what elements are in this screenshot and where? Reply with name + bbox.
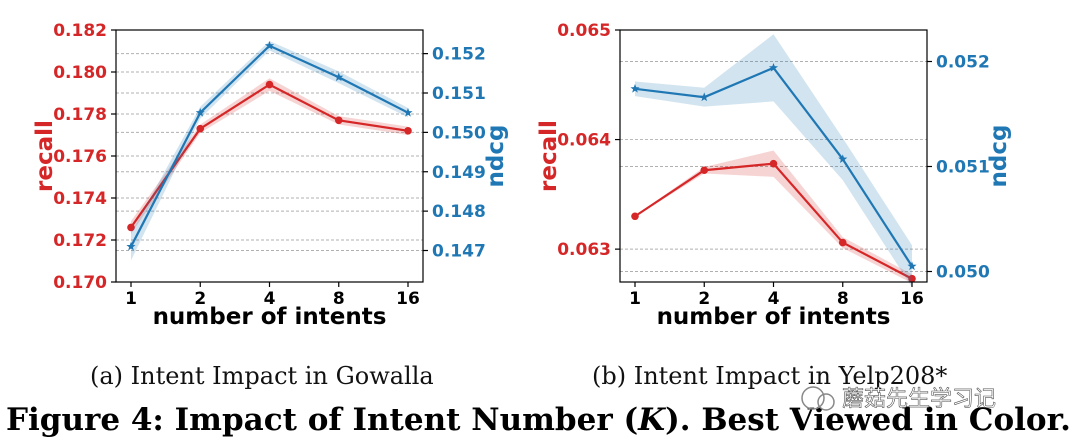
ytick-right-label-4: 0.151 — [432, 84, 486, 104]
point-ndcg-1 — [126, 241, 136, 251]
xtick-label-1: 2 — [194, 289, 206, 309]
y-axis-label-left: recall — [32, 120, 58, 192]
point-recall-2 — [700, 166, 709, 175]
ytick-left-label-2: 0.174 — [53, 189, 107, 209]
ytick-right-label-0: 0.050 — [936, 263, 990, 283]
xtick-label-3: 8 — [837, 289, 849, 309]
point-recall-4 — [769, 159, 778, 168]
chart-panel-yelp: 0.063 0.064 0.065 0.050 0.051 0.052 1 2 4 8 16 numb… — [536, 21, 1012, 330]
point-recall-16 — [908, 274, 916, 283]
point-ndcg-16 — [403, 107, 413, 117]
xtick-label-3: 8 — [333, 289, 345, 309]
ytick-left-label-1: 0.064 — [557, 131, 611, 151]
ytick-right-label-5: 0.152 — [432, 45, 486, 65]
xtick-label-0: 1 — [125, 289, 137, 309]
xtick-label-2: 4 — [768, 289, 780, 309]
point-ndcg-4 — [768, 63, 779, 72]
xtick-label-0: 1 — [629, 289, 641, 309]
x-axis-label: number of intents — [153, 304, 387, 330]
line-ndcg — [130, 44, 409, 248]
chat-bubble-icon-small — [817, 393, 835, 411]
ytick-right-label-2: 0.149 — [432, 163, 486, 183]
subcaption-a: (a) Intent Impact in Gowalla — [90, 362, 434, 390]
y-axis-label-right: ndcg — [483, 125, 509, 188]
ytick-right-label-1: 0.148 — [432, 202, 486, 222]
caption-part-var: K — [637, 402, 666, 438]
caption-part-before: Figure 4: Impact of Intent Number ( — [6, 402, 638, 438]
point-ndcg-16 — [907, 261, 917, 271]
xtick-label-1: 2 — [698, 289, 710, 309]
point-recall-8 — [334, 116, 343, 125]
chart-panel-gowalla: 0.170 0.172 0.174 0.176 0.178 0.180 0.182 0.147… — [32, 21, 509, 330]
point-recall-8 — [838, 238, 847, 247]
point-recall-2 — [196, 124, 205, 133]
ytick-left-label-0: 0.063 — [557, 240, 611, 260]
watermark: 蘑菇先生学习记 — [801, 386, 996, 412]
figure-caption: Figure 4: Impact of Intent Number (K). B… — [6, 402, 1071, 438]
ytick-right-label-3: 0.150 — [432, 123, 486, 143]
band-ndcg — [131, 41, 408, 261]
xtick-label-4: 16 — [396, 289, 420, 309]
point-ndcg-8 — [334, 72, 344, 82]
y-axis-label-right: ndcg — [986, 125, 1012, 188]
ytick-left-label-2: 0.065 — [557, 21, 611, 41]
point-recall-16 — [404, 127, 412, 135]
point-ndcg-8 — [838, 154, 848, 164]
ytick-left-label-5: 0.180 — [53, 63, 107, 83]
watermark-text: 蘑菇先生学习记 — [842, 387, 996, 412]
point-ndcg-1 — [630, 84, 640, 93]
caption-part-after: ). Best Viewed in Color. — [665, 402, 1071, 438]
point-recall-1 — [631, 212, 639, 221]
ytick-left-label-4: 0.178 — [53, 105, 107, 125]
ytick-right-label-0: 0.147 — [432, 242, 486, 262]
point-recall-4 — [265, 80, 274, 89]
xtick-label-4: 16 — [900, 289, 924, 309]
point-recall-1 — [127, 223, 135, 232]
ytick-right-label-2: 0.052 — [936, 53, 990, 73]
subcaption-b: (b) Intent Impact in Yelp208* — [592, 362, 947, 390]
point-ndcg-2 — [195, 107, 205, 117]
xtick-label-2: 4 — [264, 289, 276, 309]
point-ndcg-2 — [699, 92, 709, 102]
y-axis-label-left: recall — [536, 120, 562, 192]
ytick-right-label-1: 0.051 — [936, 158, 990, 178]
point-ndcg-4 — [264, 40, 275, 50]
ytick-left-label-3: 0.176 — [53, 147, 107, 167]
chat-bubble-icon — [801, 386, 825, 410]
ytick-left-label-0: 0.170 — [53, 273, 107, 293]
ytick-left-label-6: 0.182 — [53, 21, 107, 41]
ytick-left-label-1: 0.172 — [53, 231, 107, 251]
x-axis-label: number of intents — [657, 304, 891, 330]
